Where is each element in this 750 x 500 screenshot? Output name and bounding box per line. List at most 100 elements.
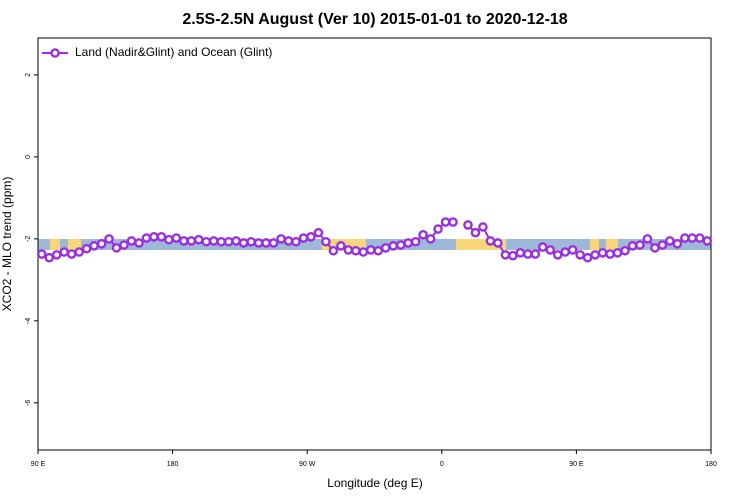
- point: [665, 236, 675, 246]
- point: [104, 234, 114, 244]
- point: [298, 233, 309, 243]
- point: [208, 236, 219, 246]
- point: [425, 234, 436, 244]
- x-axis-label: Longitude (deg E): [327, 476, 422, 490]
- x-tick-label: 180: [705, 461, 717, 468]
- point: [478, 222, 488, 232]
- point: [291, 236, 301, 247]
- point: [365, 245, 376, 255]
- point: [694, 233, 705, 243]
- y-tick-label: 2: [25, 73, 32, 77]
- plot-frame: [37, 37, 712, 451]
- point: [313, 227, 324, 238]
- point: [223, 236, 234, 247]
- point: [485, 236, 496, 246]
- point: [522, 249, 533, 259]
- land-patch: [68, 239, 81, 250]
- point: [51, 250, 62, 260]
- point: [74, 247, 84, 257]
- point: [545, 245, 556, 255]
- point: [164, 234, 174, 245]
- land-patch: [50, 239, 60, 250]
- y-axis-label: XCO2 - MLO trend (ppm): [0, 177, 14, 312]
- point: [149, 232, 159, 242]
- point: [650, 243, 660, 253]
- point: [552, 250, 563, 260]
- land-patch: [606, 239, 618, 250]
- point: [156, 232, 167, 242]
- point: [395, 240, 406, 250]
- chart-title: 2.5S-2.5N August (Ver 10) 2015-01-01 to …: [182, 11, 567, 28]
- point: [81, 243, 92, 254]
- point: [508, 250, 518, 261]
- point: [283, 236, 294, 246]
- point: [560, 247, 570, 257]
- point: [268, 238, 279, 248]
- point: [193, 234, 204, 245]
- legend-marker: [50, 48, 60, 58]
- point: [642, 234, 653, 244]
- point: [306, 232, 316, 242]
- y-tick-label: -6: [25, 400, 32, 406]
- point: [373, 245, 384, 256]
- point: [515, 248, 526, 258]
- point: [186, 236, 197, 246]
- point: [702, 236, 713, 246]
- point: [246, 236, 256, 247]
- point: [201, 236, 212, 247]
- x-tick-label: 90 W: [299, 461, 316, 468]
- point: [89, 241, 99, 251]
- point: [66, 249, 77, 259]
- land-patch: [456, 239, 506, 250]
- point: [358, 247, 369, 257]
- point: [680, 233, 690, 243]
- point: [537, 242, 548, 252]
- point: [448, 217, 458, 227]
- point: [567, 245, 578, 255]
- point: [657, 240, 668, 250]
- point: [463, 220, 473, 230]
- point: [231, 236, 241, 246]
- point: [620, 245, 630, 256]
- point: [582, 252, 593, 263]
- legend-label: Land (Nadir&Glint) and Ocean (Glint): [75, 45, 272, 59]
- point: [433, 224, 443, 234]
- point: [179, 236, 189, 246]
- point: [635, 240, 645, 250]
- y-tick-label: 0: [25, 155, 32, 159]
- ocean-band: [38, 239, 711, 250]
- point: [575, 250, 585, 260]
- point: [44, 252, 55, 263]
- point: [590, 250, 600, 260]
- point: [388, 241, 398, 251]
- point: [493, 238, 503, 248]
- land-patch: [590, 239, 599, 250]
- x-tick-label: 180: [167, 461, 179, 468]
- point: [627, 241, 638, 251]
- point: [321, 236, 331, 247]
- point: [238, 238, 249, 248]
- point: [410, 236, 421, 247]
- point: [96, 238, 107, 249]
- x-tick-label: 90 E: [569, 461, 584, 468]
- point: [126, 236, 137, 246]
- point: [119, 240, 129, 250]
- point: [111, 243, 122, 253]
- point: [530, 249, 541, 259]
- point: [612, 248, 623, 258]
- x-tick-label: 90 E: [31, 461, 46, 468]
- point: [403, 238, 413, 248]
- point: [141, 233, 152, 243]
- point: [261, 238, 271, 248]
- point: [253, 238, 264, 248]
- point: [171, 233, 182, 243]
- point: [418, 229, 428, 240]
- point: [336, 241, 346, 251]
- point: [328, 245, 339, 256]
- point: [36, 249, 47, 259]
- point: [440, 217, 451, 227]
- x-tick-label: 0: [440, 461, 444, 468]
- point: [500, 250, 511, 260]
- y-tick-label: -2: [25, 236, 32, 242]
